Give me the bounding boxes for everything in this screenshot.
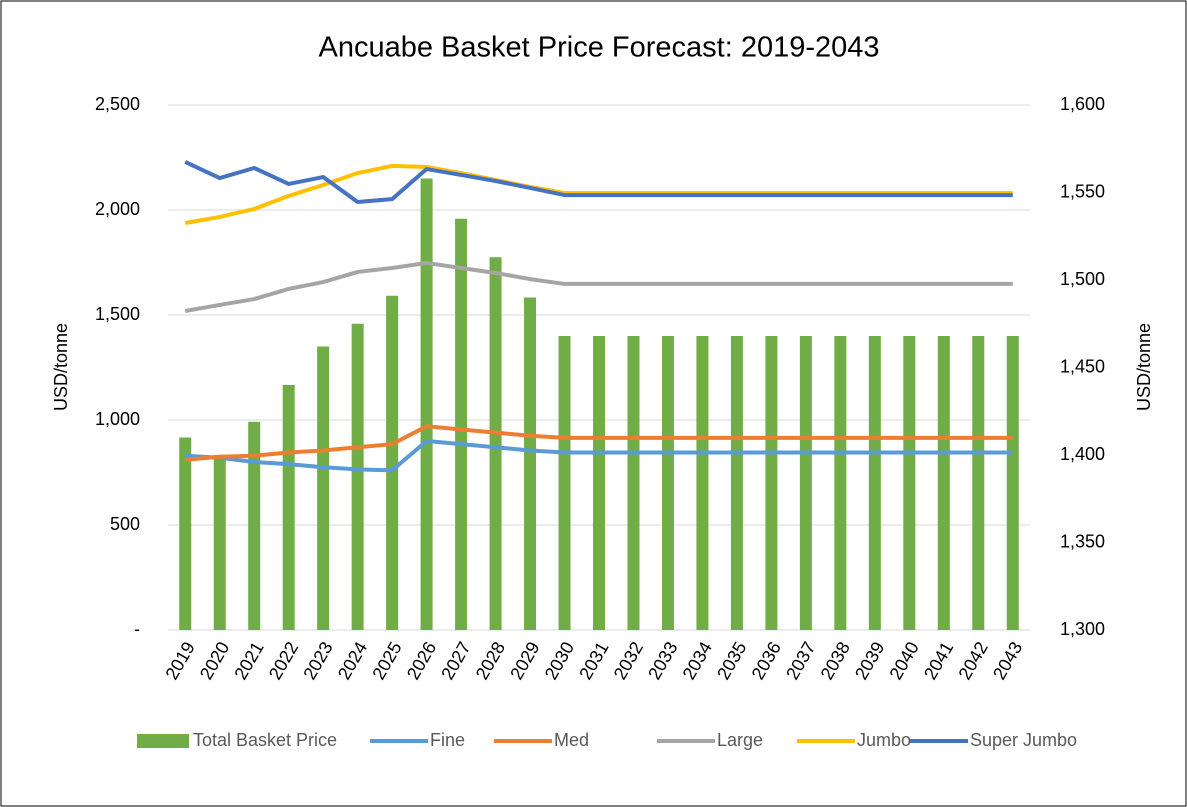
legend-swatch bbox=[137, 734, 189, 748]
line bbox=[185, 424, 1013, 462]
y2-tick-label: 1,550 bbox=[1060, 181, 1105, 201]
bar bbox=[558, 336, 571, 630]
bar bbox=[627, 336, 640, 630]
y-tick-label: 1,000 bbox=[95, 409, 140, 429]
legend-label: Jumbo bbox=[857, 730, 911, 750]
bar bbox=[730, 336, 743, 630]
bar bbox=[696, 336, 709, 630]
y-tick-label: 500 bbox=[110, 514, 140, 534]
bar bbox=[1006, 336, 1019, 630]
bar bbox=[282, 385, 295, 630]
bar bbox=[420, 178, 433, 630]
bar bbox=[799, 336, 812, 630]
bar bbox=[593, 336, 605, 630]
legend-label: Super Jumbo bbox=[970, 730, 1077, 750]
y-tick-label: 2,500 bbox=[95, 94, 140, 114]
legend-label: Total Basket Price bbox=[193, 730, 337, 750]
y-tick-label: 2,000 bbox=[95, 199, 140, 219]
bar bbox=[937, 336, 950, 630]
y-axis-label: USD/tonne bbox=[51, 323, 71, 411]
y2-tick-label: 1,500 bbox=[1060, 269, 1105, 289]
y2-tick-label: 1,600 bbox=[1060, 94, 1105, 114]
legend-label: Med bbox=[554, 730, 589, 750]
bar bbox=[903, 336, 916, 630]
line bbox=[184, 260, 1013, 313]
bar bbox=[661, 336, 674, 630]
bar bbox=[351, 323, 364, 630]
y2-tick-label: 1,400 bbox=[1060, 444, 1105, 464]
bar bbox=[524, 297, 537, 630]
line bbox=[184, 163, 1013, 225]
legend-label: Large bbox=[717, 730, 763, 750]
bar bbox=[455, 218, 468, 630]
y-tick-label: 1,500 bbox=[95, 304, 140, 324]
y2-axis-label: USD/tonne bbox=[1134, 323, 1154, 411]
line bbox=[184, 160, 1013, 205]
bar bbox=[765, 336, 778, 630]
chart-title: Ancuabe Basket Price Forecast: 2019-2043 bbox=[319, 32, 880, 64]
y2-tick-label: 1,450 bbox=[1060, 356, 1105, 376]
bar bbox=[868, 336, 881, 630]
bar bbox=[386, 295, 399, 630]
bar bbox=[248, 421, 261, 630]
legend-label: Fine bbox=[430, 730, 465, 750]
bar bbox=[317, 346, 330, 630]
y-tick-label: - bbox=[134, 619, 140, 639]
bar bbox=[179, 437, 192, 630]
bar bbox=[972, 336, 985, 630]
bar bbox=[213, 455, 226, 630]
y2-tick-label: 1,300 bbox=[1060, 619, 1105, 639]
bar bbox=[834, 336, 847, 630]
bar bbox=[489, 257, 502, 630]
y2-tick-label: 1,350 bbox=[1060, 531, 1105, 551]
line bbox=[185, 439, 1013, 473]
